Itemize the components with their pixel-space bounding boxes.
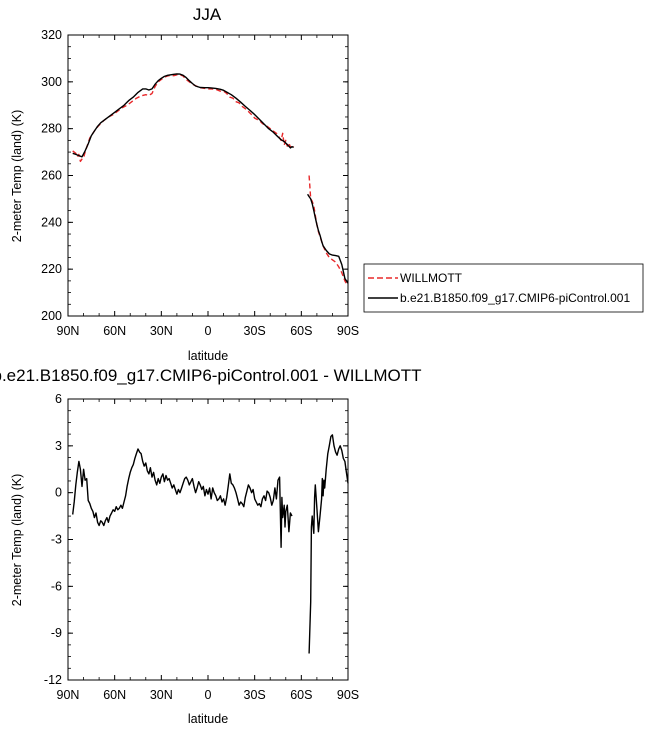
legend-box — [363, 263, 644, 313]
bottom-x-tick-label: 30N — [150, 688, 173, 702]
top-x-tick-label: 30N — [150, 324, 173, 338]
top-y-tick-label: 300 — [41, 75, 62, 89]
top-chart-title: JJA — [193, 5, 222, 24]
bottom-panel: b.e21.B1850.f09_g17.CMIP6-piControl.001 … — [0, 366, 422, 726]
top-x-tick-label: 90S — [337, 324, 359, 338]
bottom-x-tick-label: 30S — [244, 688, 266, 702]
top-series-line-0 — [72, 74, 295, 163]
bottom-y-tick-label: 0 — [55, 486, 62, 500]
legend-label-willmott: WILLMOTT — [400, 271, 463, 285]
top-x-tick-label: 60N — [103, 324, 126, 338]
top-y-tick-label: 260 — [41, 169, 62, 183]
bottom-series-line-0 — [308, 434, 349, 654]
bottom-y-tick-label: -3 — [51, 533, 62, 547]
legend-label-model: b.e21.B1850.f09_g17.CMIP6-piControl.001 — [400, 291, 630, 305]
top-y-axis-label: 2-meter Temp (land) (K) — [10, 110, 24, 242]
bottom-chart-title: b.e21.B1850.f09_g17.CMIP6-piControl.001 … — [0, 366, 422, 385]
bottom-x-tick-label: 0 — [205, 688, 212, 702]
top-y-tick-label: 320 — [41, 28, 62, 42]
bottom-plot-frame — [67, 398, 349, 681]
top-y-tick-label: 220 — [41, 262, 62, 276]
bottom-x-tick-label: 60S — [290, 688, 312, 702]
top-y-tick-label: 200 — [41, 309, 62, 323]
top-x-tick-label: 90N — [57, 324, 80, 338]
top-plot-frame — [67, 34, 349, 317]
top-x-tick-label: 30S — [244, 324, 266, 338]
bottom-x-axis-label: latitude — [188, 712, 228, 726]
bottom-x-tick-label: 60N — [103, 688, 126, 702]
top-series-line-1 — [307, 193, 349, 284]
top-y-tick-label: 280 — [41, 122, 62, 136]
bottom-y-axis-label: 2-meter Temp (land) (K) — [10, 474, 24, 606]
bottom-y-tick-label: 3 — [55, 439, 62, 453]
bottom-x-tick-label: 90S — [337, 688, 359, 702]
top-series-line-1 — [72, 73, 294, 158]
legend: WILLMOTT b.e21.B1850.f09_g17.CMIP6-piCon… — [363, 263, 644, 313]
bottom-y-tick-label: -6 — [51, 579, 62, 593]
bottom-y-tick-label: -12 — [44, 673, 62, 687]
top-panel: JJA 90N 60N 30N 0 30S 60S 90S 200 220 240 260 280 30… — [10, 5, 359, 363]
top-x-axis-label: latitude — [188, 349, 228, 363]
bottom-y-tick-label: -9 — [51, 626, 62, 640]
top-x-tick-label: 0 — [205, 324, 212, 338]
top-y-tick-label: 240 — [41, 215, 62, 229]
bottom-y-tick-label: 6 — [55, 392, 62, 406]
bottom-series-line-0 — [72, 448, 293, 548]
bottom-x-tick-label: 90N — [57, 688, 80, 702]
top-x-tick-label: 60S — [290, 324, 312, 338]
